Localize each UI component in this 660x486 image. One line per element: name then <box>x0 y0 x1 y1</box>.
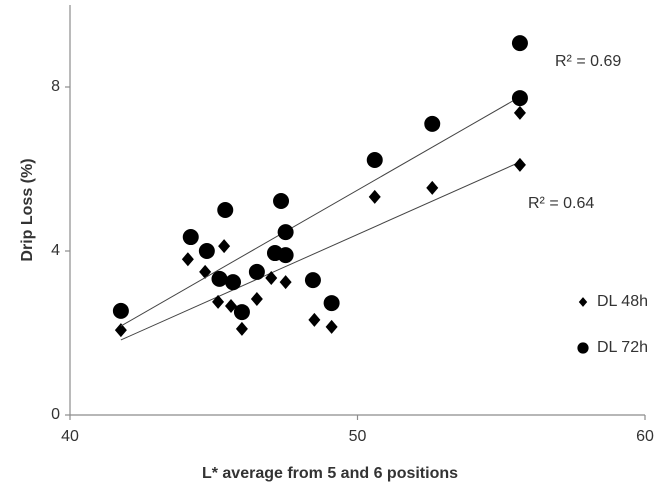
point <box>511 90 528 107</box>
point <box>368 189 381 204</box>
point <box>277 224 294 241</box>
legend-label: DL 72h <box>597 339 648 356</box>
point <box>181 252 194 267</box>
point <box>513 105 526 120</box>
legend-marker <box>577 342 589 354</box>
point <box>513 157 526 172</box>
point <box>233 304 250 321</box>
point <box>511 35 528 52</box>
point <box>112 302 129 319</box>
trendline <box>120 161 521 341</box>
point <box>323 295 340 312</box>
y-tick-label: 4 <box>51 242 60 259</box>
y-tick-label: 0 <box>51 406 60 423</box>
point <box>325 319 338 334</box>
trendline <box>120 96 521 327</box>
point <box>212 294 225 309</box>
x-tick-label: 60 <box>636 428 654 445</box>
point <box>217 202 234 218</box>
y-tick-label: 8 <box>51 78 60 95</box>
r-squared-label: R² = 0.64 <box>528 195 594 212</box>
point <box>114 323 127 338</box>
point <box>273 192 290 209</box>
x-axis-title: L* average from 5 and 6 positions <box>202 465 458 482</box>
point <box>225 298 237 313</box>
point <box>277 247 294 264</box>
point <box>211 270 228 287</box>
point <box>248 263 265 280</box>
x-tick-label: 40 <box>61 428 79 445</box>
y-axis-title: Drip Loss (%) <box>19 158 36 261</box>
point <box>304 272 321 289</box>
point <box>199 264 212 279</box>
legend-label: DL 48h <box>597 293 648 310</box>
point <box>265 271 278 286</box>
point <box>426 180 439 195</box>
point <box>308 312 321 327</box>
legend-marker <box>578 297 588 307</box>
r-squared-label: R² = 0.69 <box>555 53 621 70</box>
point <box>250 291 263 306</box>
point <box>218 239 231 254</box>
point <box>424 115 441 132</box>
point <box>366 151 383 168</box>
point <box>235 321 248 336</box>
point <box>198 243 215 259</box>
point <box>182 229 199 246</box>
point <box>279 275 292 290</box>
point <box>225 274 242 291</box>
x-tick-label: 50 <box>349 428 367 445</box>
